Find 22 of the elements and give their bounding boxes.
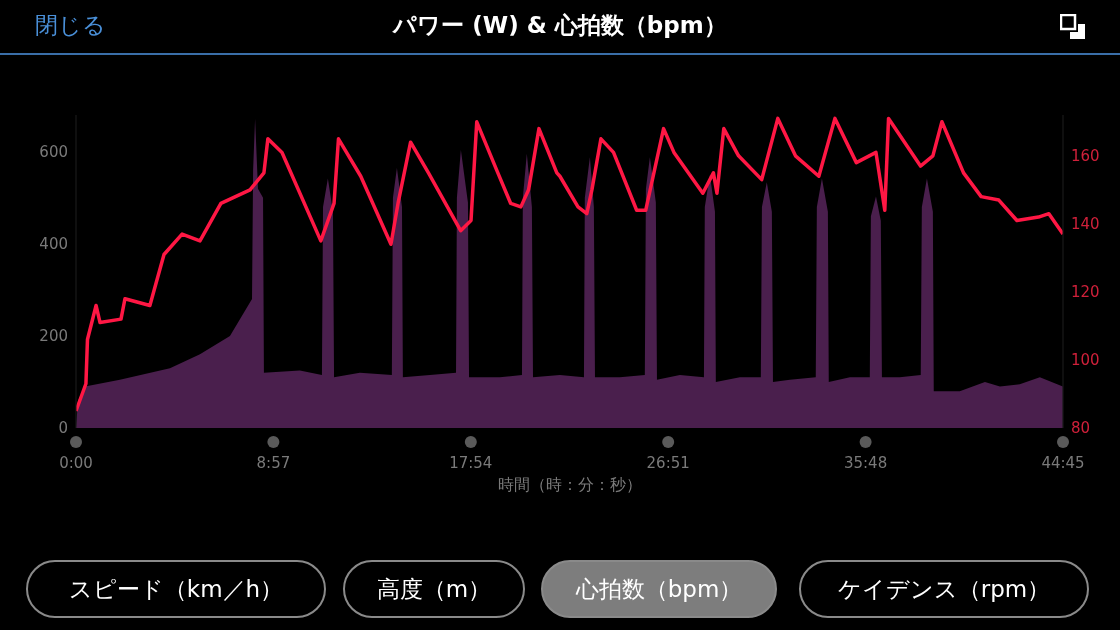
x-tick-label: 17:54 bbox=[449, 454, 493, 472]
y2-tick-label: 80 bbox=[1071, 419, 1091, 438]
y2-tick-label: 160 bbox=[1071, 147, 1100, 166]
x-tick-label: 44:45 bbox=[1041, 454, 1085, 472]
chart-title: パワー (W) & 心拍数（bpm） bbox=[393, 12, 727, 38]
y-tick-label: 0 bbox=[58, 419, 68, 438]
tab-button[interactable]: 心拍数（bpm） bbox=[541, 560, 777, 618]
x-tick-label: 35:48 bbox=[843, 454, 888, 472]
tab-button[interactable]: スピード（km／h） bbox=[26, 560, 326, 618]
y2-tick-label: 120 bbox=[1071, 283, 1100, 302]
y-tick-label: 200 bbox=[39, 327, 68, 346]
y-tick-label: 600 bbox=[39, 143, 68, 162]
y2-tick-label: 140 bbox=[1071, 215, 1100, 234]
x-axis-title: 時間（時：分：秒） bbox=[497, 475, 642, 494]
x-tick-label: 8:57 bbox=[256, 454, 291, 472]
x-tick-label: 26:51 bbox=[646, 454, 690, 472]
tab-button[interactable]: 高度（m） bbox=[343, 560, 525, 618]
close-button[interactable]: 閉じる bbox=[35, 10, 106, 41]
y-tick-label: 400 bbox=[39, 235, 68, 254]
tab-button[interactable]: ケイデンス（rpm） bbox=[799, 560, 1089, 618]
y2-tick-label: 100 bbox=[1071, 351, 1100, 370]
x-tick-label: 0:00 bbox=[59, 454, 93, 472]
